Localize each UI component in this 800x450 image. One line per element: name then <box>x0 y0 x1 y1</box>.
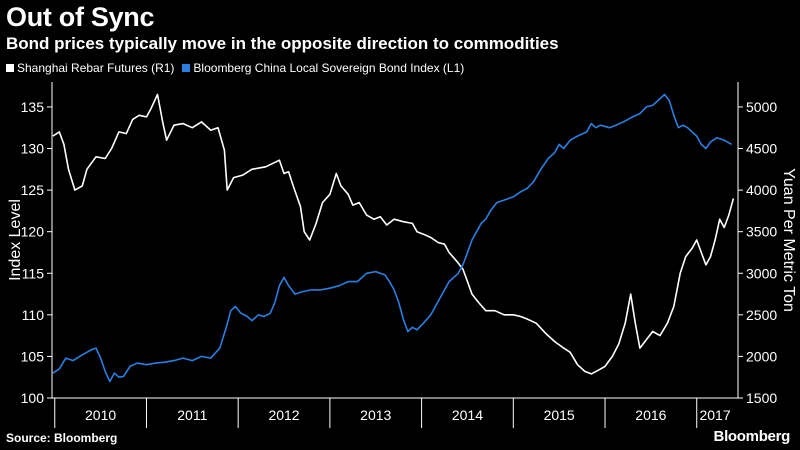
chart-subtitle: Bond prices typically move in the opposi… <box>6 34 559 53</box>
y-tick-label-left: 110 <box>22 307 45 323</box>
legend-swatch-bond <box>182 64 191 72</box>
y-tick-label-left: 100 <box>21 390 45 406</box>
y-axis-label-left: Index Level <box>7 199 24 281</box>
y-tick-label-right: 2000 <box>746 348 777 364</box>
y-tick-label-right: 3500 <box>746 224 777 240</box>
legend: Shanghai Rebar Futures (R1) Bloomberg Ch… <box>6 61 472 75</box>
legend-item-bond: Bloomberg China Local Sovereign Bond Ind… <box>182 61 464 75</box>
y-tick-label-right: 1500 <box>746 390 777 406</box>
x-tick-label: 2015 <box>544 407 575 423</box>
y-tick-label-left: 130 <box>21 141 45 157</box>
legend-label-bond: Bloomberg China Local Sovereign Bond Ind… <box>193 61 465 75</box>
x-tick-label: 2014 <box>452 407 483 423</box>
source-note: Source: Bloomberg <box>6 431 118 445</box>
x-tick-label: 2010 <box>85 407 116 423</box>
y-tick-label-left: 120 <box>21 224 45 240</box>
y-tick-label-right: 4500 <box>746 141 777 157</box>
y-tick-label-left: 125 <box>21 182 45 198</box>
x-tick-label: 2013 <box>360 407 391 423</box>
series-line-rebar <box>52 93 735 375</box>
legend-item-rebar: Shanghai Rebar Futures (R1) <box>6 61 174 75</box>
y-tick-label-right: 3000 <box>746 265 777 281</box>
x-tick-label: 2017 <box>699 407 730 423</box>
y-tick-label-left: 115 <box>22 265 45 281</box>
y-tick-label-right: 4000 <box>746 182 777 198</box>
series-line-bond <box>52 93 732 383</box>
y-tick-label-left: 135 <box>21 99 45 115</box>
legend-label-rebar: Shanghai Rebar Futures (R1) <box>17 61 175 75</box>
legend-swatch-rebar <box>6 64 14 72</box>
y-tick-label-right: 2500 <box>746 307 777 323</box>
y-tick-label-left: 105 <box>21 348 45 364</box>
x-tick-label: 2011 <box>177 407 207 423</box>
x-tick-label: 2012 <box>268 407 299 423</box>
y-tick-label-right: 5000 <box>746 99 777 115</box>
brand-logo: Bloomberg <box>713 428 791 445</box>
y-axis-label-right: Yuan Per Metric Ton <box>780 168 797 312</box>
x-tick-label: 2016 <box>635 407 666 423</box>
chart-title: Out of Sync <box>6 2 155 32</box>
